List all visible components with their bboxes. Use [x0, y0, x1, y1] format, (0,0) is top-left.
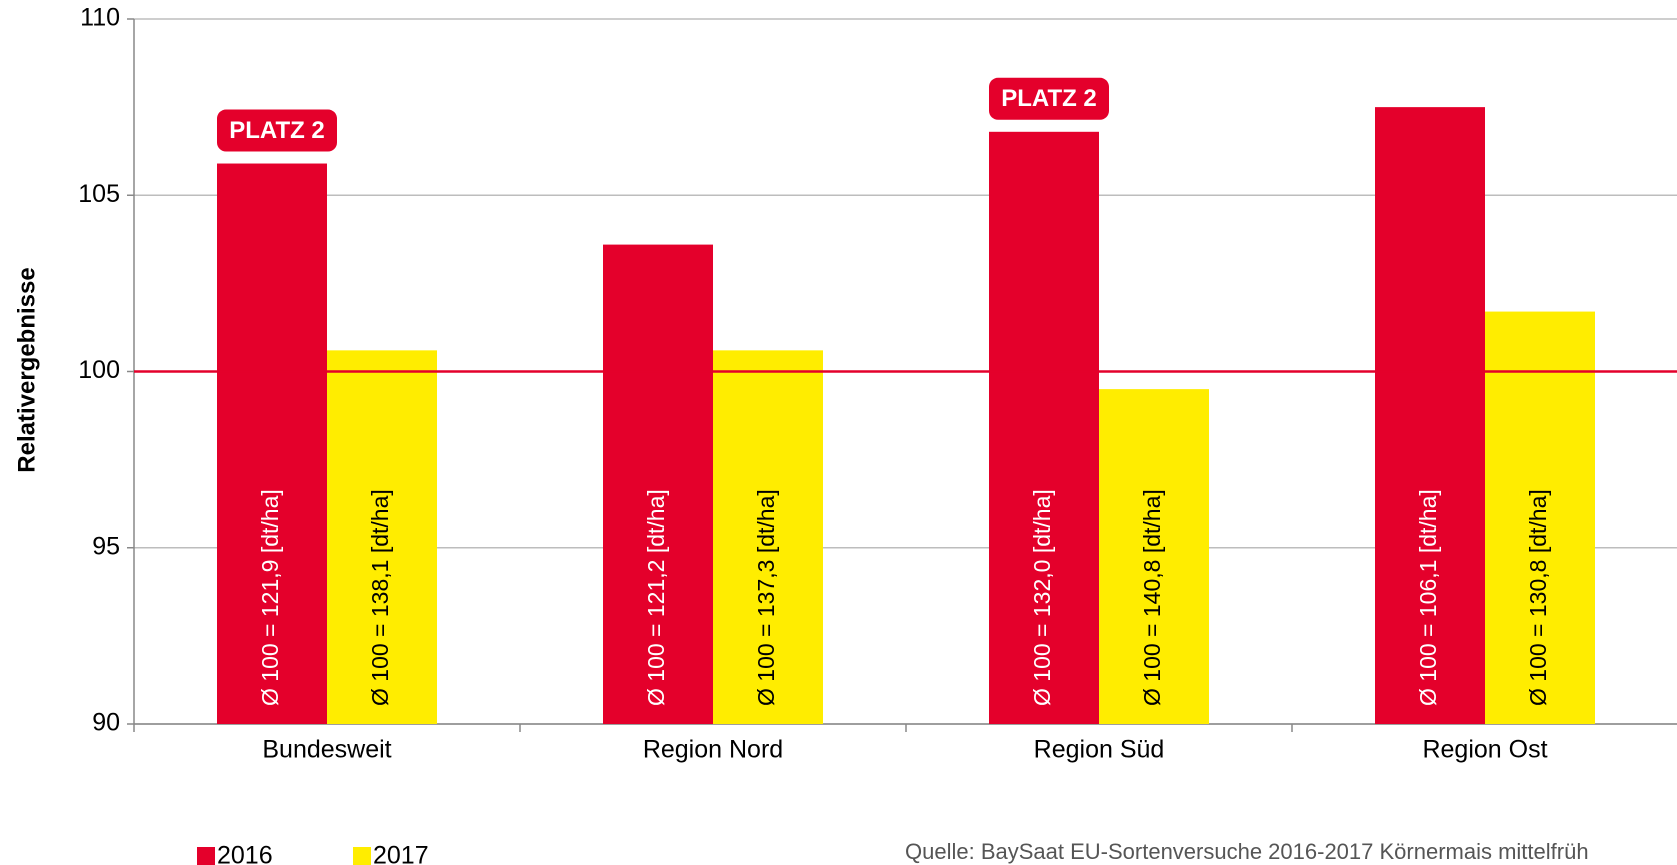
badge	[989, 77, 1109, 120]
bar-label: Ø 100 = 121,2 [dt/ha]	[643, 489, 669, 706]
x-tick-label: Region Süd	[1034, 736, 1165, 764]
y-tick-label: 95	[92, 532, 120, 560]
bar	[217, 163, 327, 724]
bar	[1099, 389, 1209, 724]
badge-label: PLATZ 2	[1001, 85, 1097, 112]
y-tick-label: 100	[78, 356, 120, 384]
badge-label: PLATZ 2	[229, 117, 325, 144]
legend-swatch	[353, 847, 371, 865]
x-tick-label: Bundesweit	[262, 736, 391, 764]
bar-label: Ø 100 = 137,3 [dt/ha]	[753, 489, 779, 706]
bar-label: Ø 100 = 121,9 [dt/ha]	[257, 489, 283, 706]
bar-label: Ø 100 = 140,8 [dt/ha]	[1139, 489, 1165, 706]
bar	[1485, 311, 1595, 724]
bar	[1375, 107, 1485, 724]
legend-label: 2016	[217, 842, 273, 865]
bar-label: Ø 100 = 138,1 [dt/ha]	[367, 489, 393, 706]
x-tick-label: Region Nord	[643, 736, 783, 764]
y-tick-label: 105	[78, 180, 120, 208]
bar-label: Ø 100 = 132,0 [dt/ha]	[1029, 489, 1055, 706]
bar	[989, 131, 1099, 725]
bar	[603, 244, 713, 724]
y-tick-label: 90	[92, 709, 120, 737]
legend-label: 2017	[373, 842, 429, 865]
y-axis-label: Relativergebnisse	[13, 267, 40, 472]
y-tick-label: 110	[80, 4, 120, 32]
legend-swatch	[197, 847, 215, 865]
bar	[713, 350, 823, 724]
bar-label: Ø 100 = 130,8 [dt/ha]	[1525, 489, 1551, 706]
badge	[217, 109, 337, 152]
bar-label: Ø 100 = 106,1 [dt/ha]	[1415, 489, 1441, 706]
bar	[327, 350, 437, 724]
source: Quelle: BaySaat EU-Sortenversuche 2016-2…	[905, 839, 1589, 864]
x-tick-label: Region Ost	[1422, 736, 1547, 764]
